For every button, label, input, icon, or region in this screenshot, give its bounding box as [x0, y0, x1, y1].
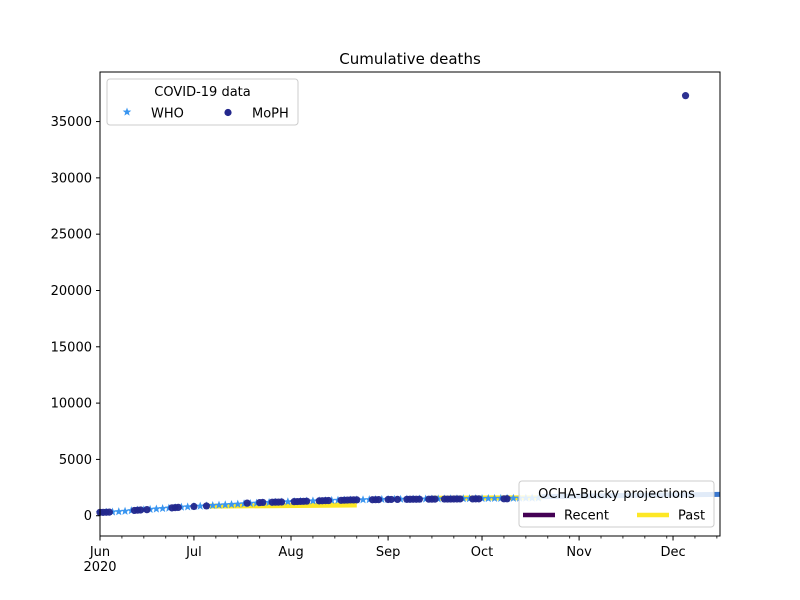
moph-point-13 [243, 499, 251, 507]
who-point-10 [158, 504, 167, 513]
moph-point-60 [681, 92, 690, 100]
x-tick-label-oct: Oct [471, 545, 493, 560]
x-tick-label-jun: Jun [89, 545, 110, 560]
legends: COVID-19 data WHO MoPH OCHA-Bucky projectio… [106, 78, 715, 528]
moph-point-45 [415, 495, 423, 503]
legend-title: OCHA-Bucky projections [538, 487, 695, 502]
moph-point-19 [278, 498, 286, 506]
legend-label-past: Past [678, 509, 705, 524]
legend-title: COVID-19 data [154, 85, 250, 100]
who-point-34 [308, 496, 318, 505]
who-point-3 [114, 507, 124, 516]
y-tick-label-25000: 25000 [51, 228, 92, 243]
moph-point-57 [475, 495, 483, 503]
y-tick-label-30000: 30000 [51, 171, 92, 186]
moph-point-28 [324, 496, 333, 505]
projection-line-past-0 [209, 502, 357, 509]
who-point-4 [120, 506, 130, 515]
y-tick-label-0: 0 [84, 509, 92, 524]
who-point-22 [233, 499, 243, 508]
x-tick-label-aug: Aug [278, 545, 303, 560]
moph-point-40 [393, 495, 402, 503]
x-tick-label-jul: Jul [185, 545, 202, 560]
moph-point-10 [174, 503, 182, 511]
y-tick-label-20000: 20000 [51, 284, 92, 299]
who-point-21 [227, 499, 236, 509]
who-point-16 [195, 501, 205, 510]
moph-point-24 [303, 497, 311, 505]
who-point-19 [214, 500, 224, 509]
plot-area [100, 72, 720, 536]
moph-point-34 [353, 496, 361, 504]
y-axis: 0 5000 10000 15000 20000 25000 30000 35000 [51, 115, 100, 524]
x-tick-sublabel-year: 2020 [83, 560, 116, 575]
moph-point-11 [190, 502, 198, 511]
x-tick-label-nov: Nov [566, 545, 592, 560]
y-tick-label-35000: 35000 [51, 115, 92, 130]
legend-label-who: WHO [151, 107, 184, 122]
legend-upper-left: COVID-19 data WHO MoPH [106, 78, 299, 126]
who-point-14 [183, 502, 192, 511]
who-point-62 [484, 493, 493, 503]
x-tick-label-dec: Dec [660, 545, 685, 560]
moph-point-7 [143, 506, 151, 514]
who-point-18 [208, 500, 218, 510]
legend-label-moph: MoPH [252, 107, 289, 122]
legend-label-recent: Recent [564, 509, 609, 524]
who-point-66 [509, 493, 518, 502]
y-tick-label-15000: 15000 [51, 340, 92, 355]
who-point-20 [220, 500, 230, 509]
who-point-42 [358, 495, 368, 504]
y-tick-label-5000: 5000 [59, 453, 92, 468]
x-tick-label-sep: Sep [376, 545, 401, 560]
moph-point-3 [105, 508, 113, 516]
legend-marker-moph [224, 108, 232, 117]
who-point-9 [152, 504, 161, 513]
moph-series [96, 92, 690, 516]
legend-marker-who [122, 107, 132, 116]
moph-point-12 [202, 502, 211, 510]
moph-point-39 [387, 495, 395, 504]
who-point-30 [283, 497, 293, 506]
chart-title: Cumulative deaths [339, 50, 481, 68]
moph-point-48 [431, 495, 439, 503]
who-point-63 [490, 493, 499, 503]
moph-point-6 [137, 506, 145, 514]
legend-frame [106, 78, 299, 126]
moph-point-15 [259, 498, 267, 507]
legend-lower-right: OCHA-Bucky projections Recent Past [518, 480, 715, 528]
moph-point-37 [375, 496, 383, 504]
moph-point-59 [503, 495, 511, 503]
y-tick-label-10000: 10000 [51, 397, 92, 412]
moph-point-54 [456, 495, 464, 503]
